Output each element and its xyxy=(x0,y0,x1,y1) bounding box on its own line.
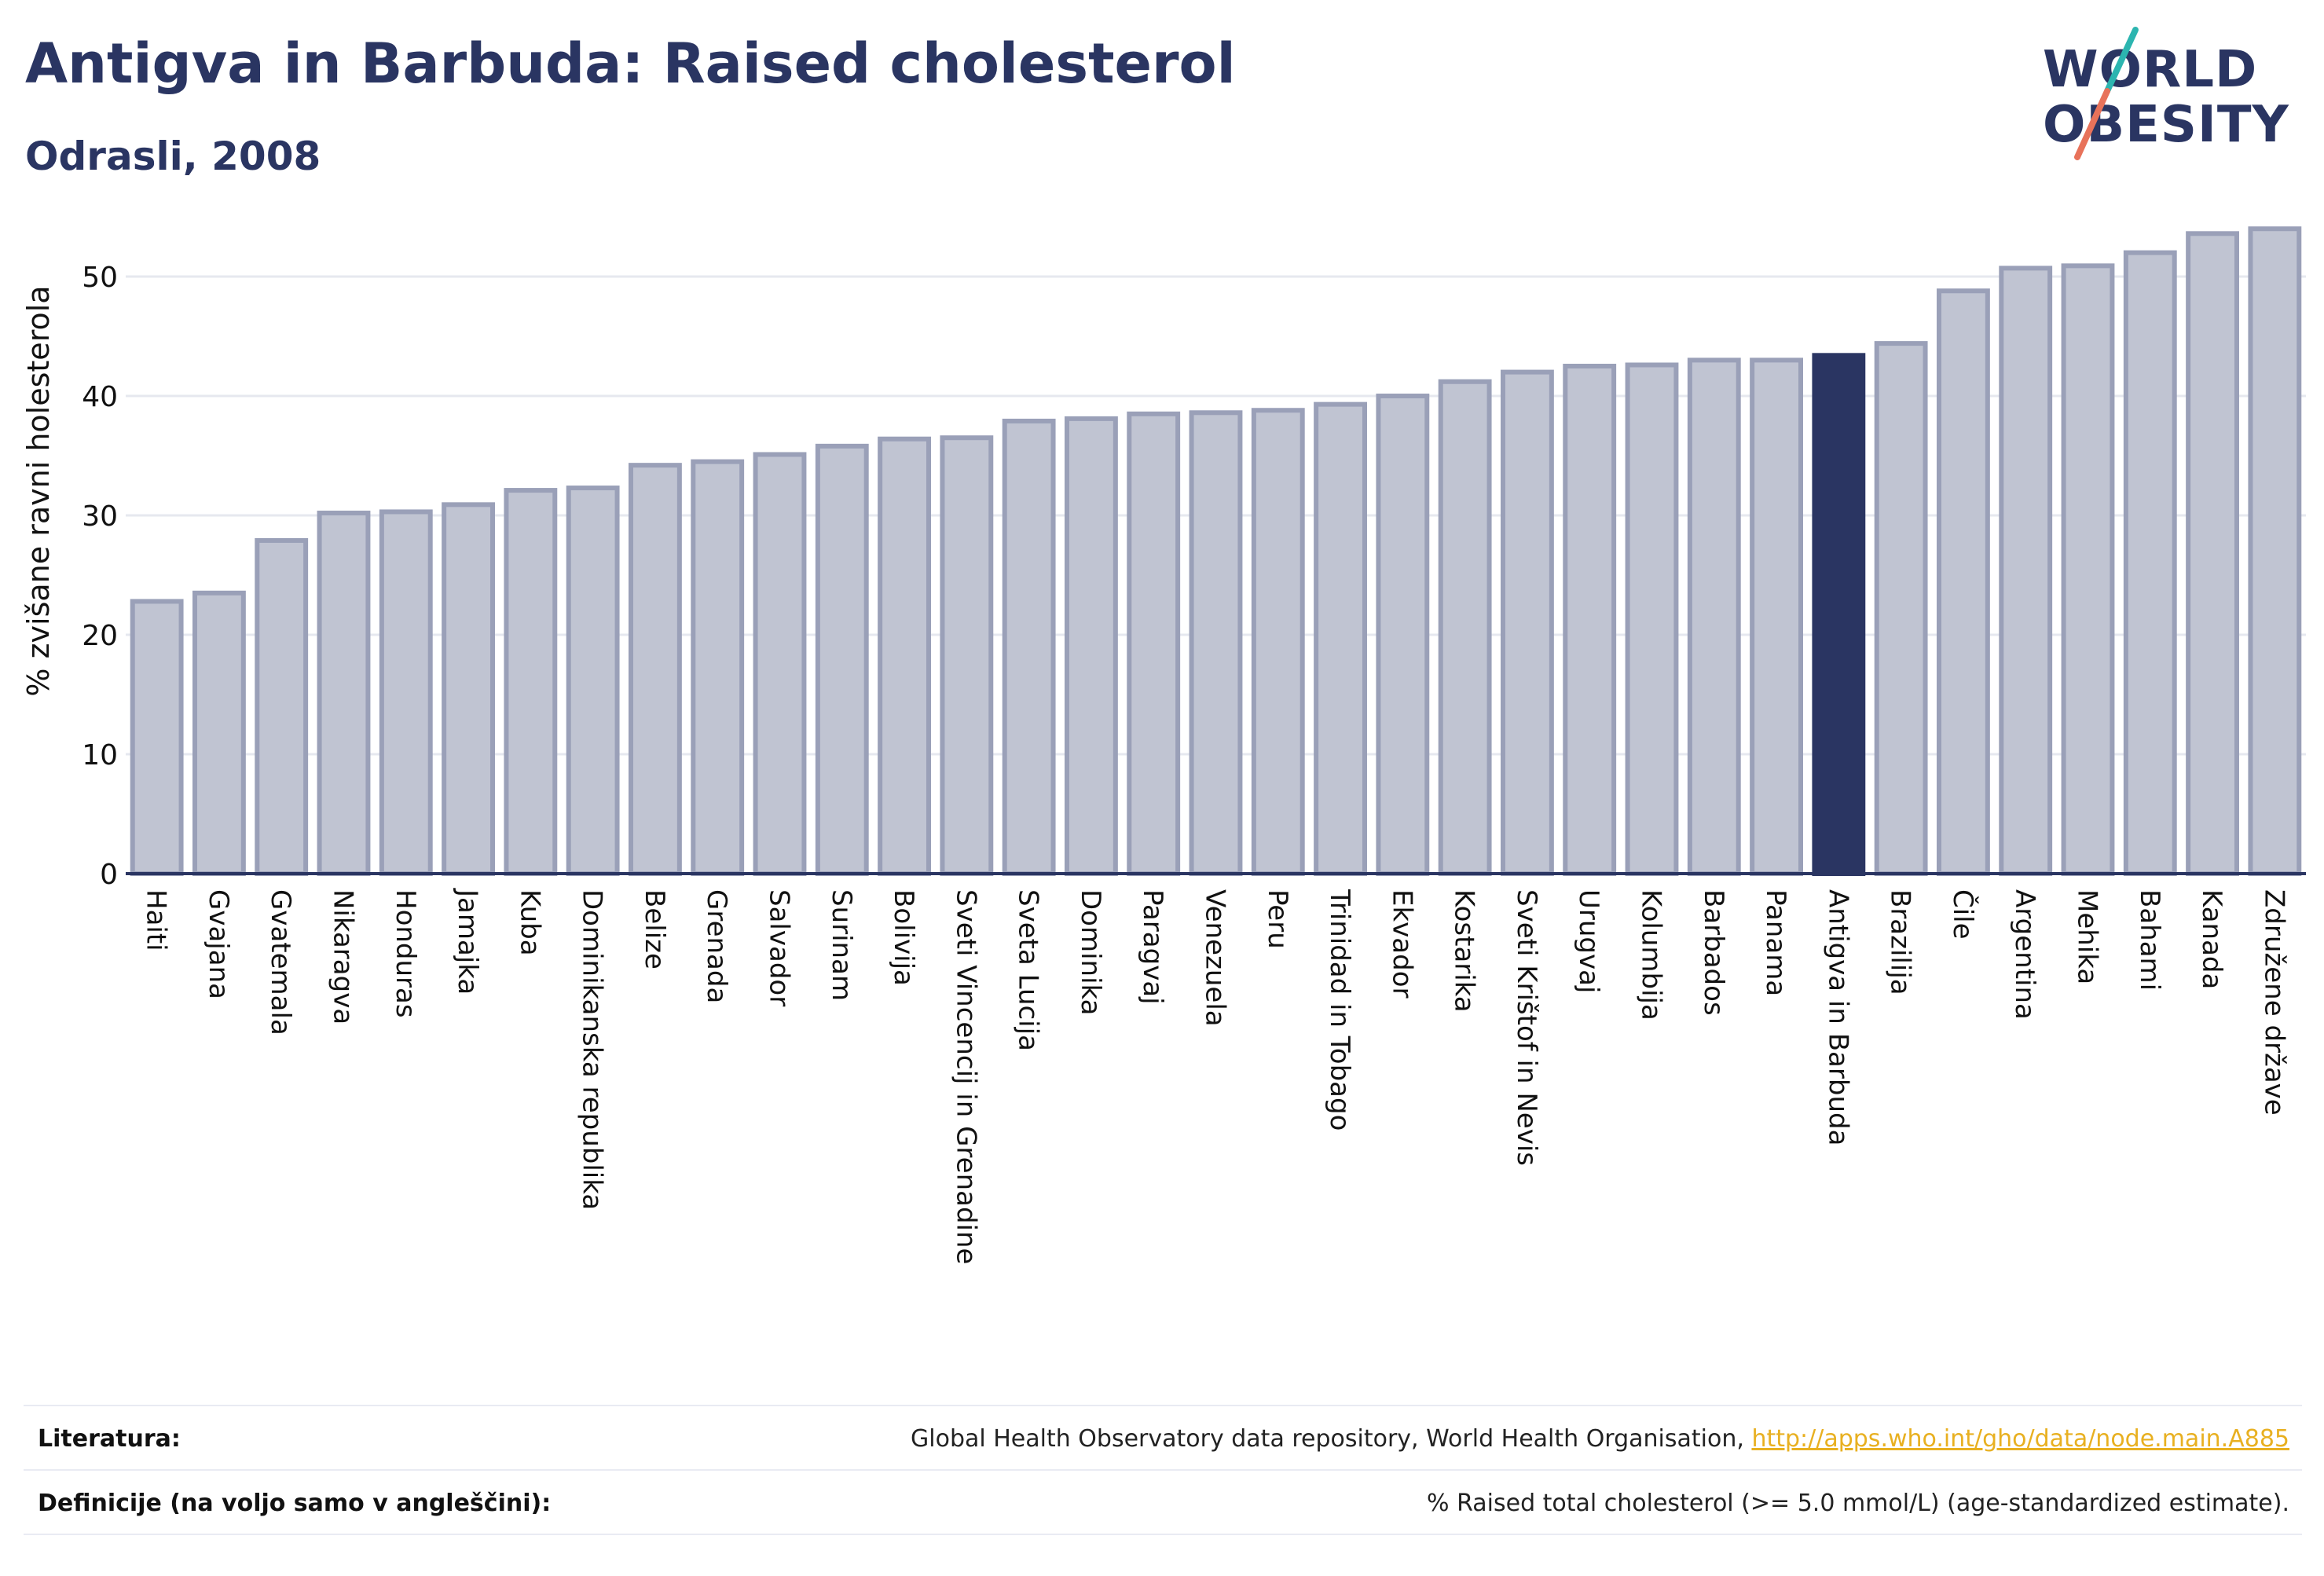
bar xyxy=(1937,288,1990,876)
x-tick-label: Dominika xyxy=(1075,889,1106,1015)
label-layer: 0 10 20 30 40 50 Haiti Gvajana Gvatemala Nikaragv… xyxy=(82,262,2289,1264)
x-tick-label: Ekvador xyxy=(1386,889,1417,999)
x-tick-label: Belize xyxy=(639,889,670,969)
logo-slash-icon xyxy=(2074,27,2139,160)
x-tick-label: Združene države xyxy=(2258,889,2289,1116)
bar xyxy=(255,537,309,876)
x-tick-label: Mehika xyxy=(2072,889,2103,984)
bar xyxy=(753,452,807,876)
chart-title: Antigva in Barbuda: Raised cholesterol xyxy=(25,31,1236,96)
bar xyxy=(2061,263,2115,876)
bar xyxy=(1189,410,1243,876)
literature-label: Literatura: xyxy=(38,1425,181,1453)
literature-source: Global Health Observatory data repositor… xyxy=(911,1425,2289,1453)
bar xyxy=(1438,379,1492,876)
chart-subtitle: Odrasli, 2008 xyxy=(25,134,321,179)
x-tick-label: Gvatemala xyxy=(265,889,296,1035)
bar xyxy=(1314,401,1367,876)
y-tick-label: 10 xyxy=(82,739,118,772)
x-tick-label: Peru xyxy=(1262,889,1293,949)
bar xyxy=(878,436,931,876)
x-tick-label: Čile xyxy=(1947,889,1979,940)
x-tick-label: Barbados xyxy=(1698,889,1729,1016)
x-tick-label: Brazilija xyxy=(1885,889,1916,995)
x-tick-label: Sveti Krištof in Nevis xyxy=(1511,889,1542,1166)
y-tick-label: 50 xyxy=(82,262,118,294)
x-tick-label: Sveti Vincencij in Grenadine xyxy=(950,889,981,1264)
bar xyxy=(1376,394,1430,876)
bar xyxy=(691,459,745,876)
bar-highlighted xyxy=(1812,353,1866,876)
footer-divider-bottom xyxy=(24,1534,2302,1535)
footer-divider-middle xyxy=(24,1469,2302,1471)
x-tick-label: Kuba xyxy=(514,889,545,956)
bar-chart: 0 10 20 30 40 50 Haiti Gvajana Gvatemala Nikaragv… xyxy=(21,226,2306,1264)
bar xyxy=(379,509,433,876)
x-tick-label: Panama xyxy=(1760,889,1791,996)
definitions-text: % Raised total cholesterol (>= 5.0 mmol/… xyxy=(1427,1490,2289,1517)
bar xyxy=(566,486,620,876)
x-tick-label: Sveta Lucija xyxy=(1013,889,1044,1051)
x-tick-label: Salvador xyxy=(764,889,795,1006)
x-tick-label: Antigva in Barbuda xyxy=(1822,889,1853,1145)
x-tick-label: Kanada xyxy=(2196,889,2227,989)
bar xyxy=(442,502,495,876)
literature-link[interactable]: http://apps.who.int/gho/data/node.main.A… xyxy=(1751,1425,2289,1453)
bar xyxy=(1874,341,1928,876)
x-tick-label: Trinidad in Tobago xyxy=(1324,889,1355,1131)
footer-divider-top xyxy=(24,1405,2302,1406)
x-tick-label: Surinam xyxy=(826,889,857,1001)
x-tick-label: Gvajana xyxy=(203,889,234,999)
bar xyxy=(629,463,682,876)
x-tick-label: Bahami xyxy=(2134,889,2165,991)
bar xyxy=(1002,418,1056,876)
y-tick-label: 0 xyxy=(100,859,118,891)
bar xyxy=(1625,362,1679,877)
x-tick-label: Kostarika xyxy=(1449,889,1480,1013)
x-tick-label: Grenada xyxy=(701,889,732,1003)
x-tick-label: Argentina xyxy=(2009,889,2040,1020)
bar xyxy=(1563,364,1617,876)
x-tick-label: Bolivija xyxy=(888,889,919,986)
x-tick-label: Venezuela xyxy=(1200,889,1231,1027)
bar xyxy=(2186,231,2239,876)
bar xyxy=(1687,357,1741,876)
bar xyxy=(192,590,246,876)
y-tick-label: 30 xyxy=(82,500,118,533)
logo-line-1: WORLD xyxy=(2043,41,2258,99)
bar xyxy=(130,599,184,876)
bar xyxy=(1127,411,1181,876)
bar xyxy=(1999,266,2053,876)
world-obesity-logo: WORLD OBESITY xyxy=(2043,24,2310,165)
x-tick-label: Dominikanska republika xyxy=(577,889,608,1210)
x-tick-label: Kolumbija xyxy=(1636,889,1667,1021)
x-tick-label: Urugvaj xyxy=(1573,889,1604,993)
bar xyxy=(940,435,994,876)
x-tick-label: Haiti xyxy=(141,889,172,951)
bar xyxy=(1501,369,1554,877)
bar xyxy=(815,443,869,876)
y-axis-title: % zvišane ravni holesterola xyxy=(21,285,56,696)
bar xyxy=(2248,226,2302,876)
x-tick-label: Nikaragva xyxy=(328,889,359,1024)
x-tick-label: Paragvaj xyxy=(1137,889,1168,1005)
literature-text: Global Health Observatory data repositor… xyxy=(911,1425,1752,1453)
bar xyxy=(1251,408,1305,876)
y-tick-label: 40 xyxy=(82,381,118,413)
bar xyxy=(504,488,558,877)
bar xyxy=(1065,416,1118,876)
bar xyxy=(317,510,371,877)
bar xyxy=(2123,250,2177,877)
x-tick-label: Honduras xyxy=(390,889,421,1018)
y-tick-label: 20 xyxy=(82,620,118,652)
definitions-label: Definicije (na voljo samo v angleščini): xyxy=(38,1490,552,1517)
bar-layer xyxy=(130,226,2302,877)
bar xyxy=(1750,357,1803,876)
x-tick-label: Jamajka xyxy=(452,888,483,995)
